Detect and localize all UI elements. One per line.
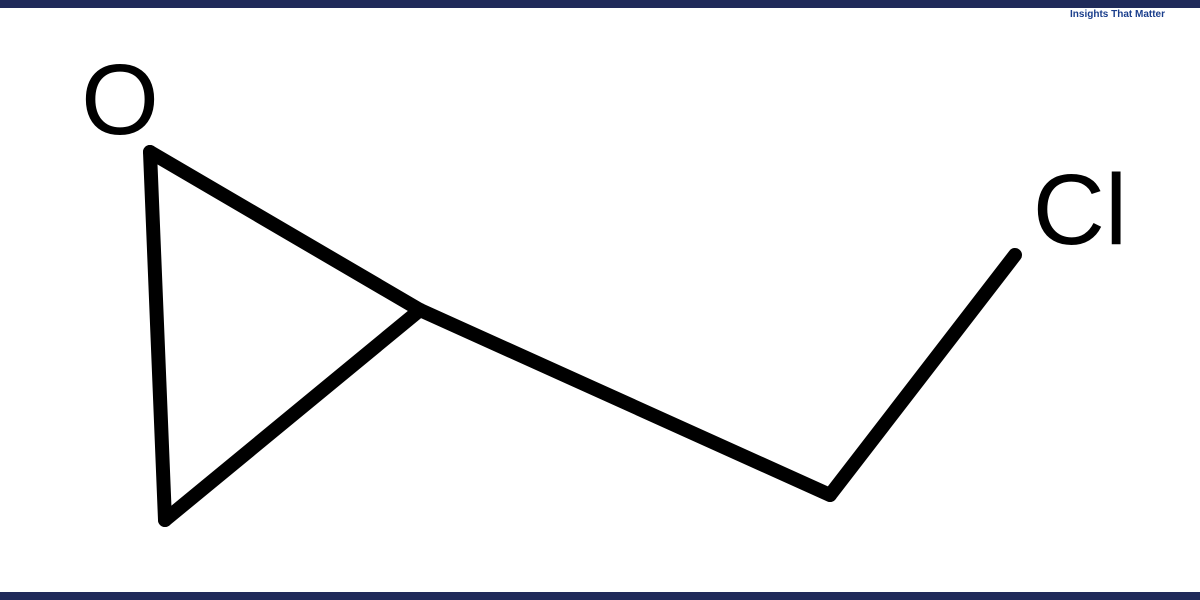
atom-label-chlorine: Cl (1033, 160, 1127, 260)
bond-line (830, 255, 1015, 495)
bond-line (150, 152, 165, 520)
figure-frame: O Cl Insights That Matter (0, 0, 1200, 600)
bond-line (420, 310, 830, 495)
bond-line (150, 152, 420, 310)
watermark-badge: Insights That Matter (1070, 10, 1165, 20)
bond-line (165, 310, 420, 520)
atom-label-oxygen: O (81, 50, 159, 150)
bond-layer (0, 0, 1200, 600)
